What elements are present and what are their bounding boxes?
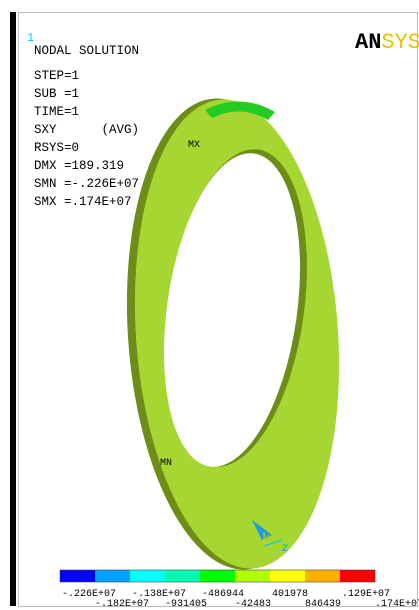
legend-swatch [305, 570, 340, 582]
info-title: NODAL SOLUTION [34, 44, 139, 58]
viewport-frame [18, 12, 418, 607]
legend-label: -.226E+07 [62, 589, 116, 600]
logo-part: AN [355, 30, 381, 55]
legend-swatch [200, 570, 235, 582]
hole [163, 153, 301, 467]
triad-label: Y [264, 534, 270, 545]
ring-patch [252, 520, 272, 540]
legend-swatch [95, 570, 130, 582]
min-label: MN [160, 458, 172, 469]
legend-label: -.138E+07 [132, 589, 186, 600]
info-line: SXY (AVG) [34, 123, 139, 137]
triad-label: Z [282, 544, 288, 555]
legend-label: -931405 [165, 599, 207, 610]
legend-swatch [60, 570, 95, 582]
triad: Y Z [263, 532, 288, 555]
info-line: SUB =1 [34, 87, 79, 101]
legend-label: .174E+07 [375, 599, 419, 610]
legend-label: 846439 [305, 599, 341, 610]
window-number: 1 [27, 31, 34, 45]
side-bar [10, 12, 16, 606]
ansys-logo: ANSYS [355, 30, 419, 55]
ring-model [126, 98, 340, 570]
legend-label: -42483 [235, 599, 271, 610]
legend-swatch [340, 570, 375, 582]
info-line: TIME=1 [34, 105, 79, 119]
legend-swatch [270, 570, 305, 582]
legend: -.226E+07-.182E+07-.138E+07-931405-48694… [59, 569, 419, 610]
legend-swatch [235, 570, 270, 582]
legend-label: .129E+07 [342, 589, 390, 600]
ring-patch [205, 101, 275, 120]
info-line: DMX =189.319 [34, 159, 124, 173]
info-line: SMN =-.226E+07 [34, 177, 139, 191]
legend-label: 401978 [272, 589, 308, 600]
legend-label: -.182E+07 [95, 599, 149, 610]
legend-frame [59, 569, 376, 583]
info-line: STEP=1 [34, 69, 79, 83]
triad-axis [263, 539, 283, 547]
max-label: MX [188, 140, 200, 151]
legend-swatch [165, 570, 200, 582]
legend-label: -486944 [202, 589, 244, 600]
logo-part: SYS [381, 30, 419, 55]
legend-swatch [130, 570, 165, 582]
info-line: SMX =.174E+07 [34, 195, 132, 209]
info-line: RSYS=0 [34, 141, 79, 155]
info-block: STEP=1 SUB =1 TIME=1 SXY (AVG) RSYS=0 DMX =18… [34, 69, 139, 209]
